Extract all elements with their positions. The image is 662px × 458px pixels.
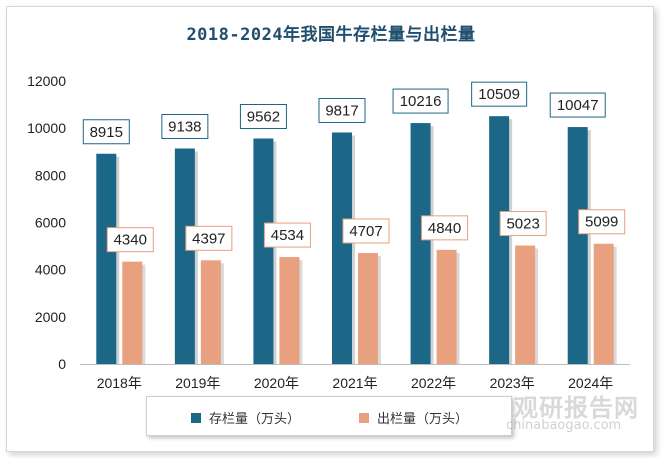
legend-item-slaughter: 出栏量（万头） xyxy=(359,408,468,427)
bar-slaughter xyxy=(358,252,378,364)
data-label-box-slaughter xyxy=(263,222,311,248)
bar-stock xyxy=(567,127,588,364)
data-label-slaughter: 4707 xyxy=(349,223,382,240)
legend-label-slaughter: 出栏量（万头） xyxy=(377,412,469,427)
watermark-url: chinabaogao.com xyxy=(506,418,622,433)
chart-title: 2018-2024年我国牛存栏量与出栏量 xyxy=(186,25,476,45)
data-label-slaughter: 4340 xyxy=(114,232,147,249)
data-label-slaughter: 4534 xyxy=(271,227,304,244)
y-tick-label: 12000 xyxy=(27,73,66,89)
x-tick-label: 2020年 xyxy=(254,375,299,391)
data-label-stock: 8915 xyxy=(90,124,123,141)
y-tick-label: 8000 xyxy=(35,167,66,183)
data-label-box-stock xyxy=(318,97,366,123)
data-label-box-stock xyxy=(82,119,130,145)
data-label-slaughter: 4840 xyxy=(428,220,461,237)
legend-swatch-stock xyxy=(191,412,201,423)
legend-swatch-slaughter xyxy=(359,412,369,423)
data-label-box-stock xyxy=(239,103,287,129)
bar-stock xyxy=(410,123,431,365)
x-tick-label: 2019年 xyxy=(175,375,220,391)
legend-item-stock: 存栏量（万头） xyxy=(191,408,300,427)
bar-slaughter xyxy=(593,243,614,364)
x-tick-label: 2024年 xyxy=(568,375,613,391)
bar-stock xyxy=(174,148,195,364)
watermark-text: 观研报告网 xyxy=(514,394,639,422)
data-label-stock: 10216 xyxy=(400,93,442,110)
data-label-stock: 9138 xyxy=(168,118,201,135)
y-tick-label: 10000 xyxy=(27,120,66,136)
data-label-box-stock xyxy=(471,81,528,107)
data-label-slaughter: 5099 xyxy=(585,214,618,231)
legend-label-stock: 存栏量（万头） xyxy=(209,412,301,427)
data-label-box-slaughter xyxy=(499,211,547,237)
data-label-box-slaughter xyxy=(185,225,233,251)
bar-slaughter xyxy=(122,261,143,364)
data-label-slaughter: 5023 xyxy=(506,216,539,233)
data-label-box-slaughter xyxy=(342,218,390,244)
bar-slaughter xyxy=(436,249,457,364)
data-label-stock: 9562 xyxy=(247,108,280,125)
data-label-box-stock xyxy=(392,88,449,114)
data-label-stock: 9817 xyxy=(325,102,358,119)
data-label-box-slaughter xyxy=(421,215,469,241)
x-tick-label: 2023年 xyxy=(490,375,535,391)
data-label-stock: 10509 xyxy=(478,86,520,103)
x-tick-label: 2022年 xyxy=(411,375,456,391)
bar-slaughter xyxy=(279,257,300,364)
bar-slaughter xyxy=(515,245,536,364)
data-label-box-stock xyxy=(161,113,209,139)
x-tick-label: 2018年 xyxy=(97,375,142,391)
y-tick-label: 6000 xyxy=(35,215,66,231)
y-tick-label: 4000 xyxy=(35,262,66,278)
bar-stock xyxy=(332,132,352,364)
legend: 存栏量（万头） 出栏量（万头） xyxy=(146,396,512,436)
bar-stock xyxy=(489,116,510,364)
data-label-box-slaughter xyxy=(106,227,154,253)
bar-stock xyxy=(253,138,274,364)
data-label-slaughter: 4397 xyxy=(192,230,225,247)
y-tick-label: 2000 xyxy=(35,309,66,325)
data-label-stock: 10047 xyxy=(557,97,599,114)
y-tick-label: 0 xyxy=(58,356,66,372)
x-tick-label: 2021年 xyxy=(332,375,377,391)
bar-stock xyxy=(96,153,117,364)
bar-slaughter xyxy=(200,260,221,364)
data-label-box-slaughter xyxy=(578,209,626,235)
data-label-box-stock xyxy=(549,92,606,118)
